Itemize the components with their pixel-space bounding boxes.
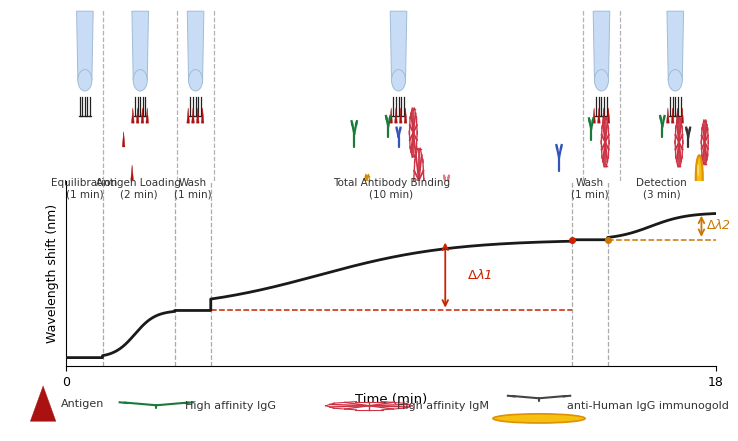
Polygon shape (137, 108, 139, 123)
Polygon shape (131, 108, 134, 123)
Polygon shape (187, 108, 190, 123)
Polygon shape (602, 108, 605, 123)
Text: High affinity IgG: High affinity IgG (184, 401, 276, 411)
Polygon shape (142, 184, 145, 199)
Polygon shape (598, 108, 600, 123)
X-axis label: Time (min): Time (min) (355, 393, 427, 406)
Polygon shape (593, 108, 596, 123)
Polygon shape (132, 11, 148, 80)
Polygon shape (390, 108, 393, 123)
Polygon shape (192, 108, 194, 123)
Polygon shape (201, 108, 204, 123)
Polygon shape (666, 108, 669, 123)
Circle shape (697, 164, 699, 176)
Circle shape (367, 201, 368, 208)
Text: Antigen Loading: Antigen Loading (96, 178, 181, 187)
Polygon shape (404, 108, 407, 123)
Polygon shape (30, 386, 56, 421)
Polygon shape (187, 11, 204, 80)
Circle shape (418, 176, 419, 184)
Text: High affinity IgM: High affinity IgM (397, 401, 489, 411)
Text: (3 min): (3 min) (643, 189, 680, 199)
Text: Total Antibody Binding: Total Antibody Binding (333, 178, 449, 187)
Text: Wash: Wash (576, 178, 604, 187)
Polygon shape (77, 11, 93, 80)
Circle shape (413, 130, 414, 135)
Text: Equilibration: Equilibration (52, 178, 117, 187)
Ellipse shape (669, 70, 682, 91)
Text: (10 min): (10 min) (369, 189, 413, 199)
Polygon shape (681, 108, 683, 123)
Ellipse shape (133, 70, 147, 91)
Polygon shape (593, 11, 610, 80)
Text: Detection: Detection (636, 178, 687, 187)
Ellipse shape (594, 70, 608, 91)
Polygon shape (196, 108, 199, 123)
Text: Antigen: Antigen (61, 399, 104, 409)
Circle shape (696, 155, 703, 201)
Polygon shape (123, 132, 125, 147)
Polygon shape (146, 108, 148, 123)
Text: (1 min): (1 min) (66, 189, 103, 199)
Polygon shape (607, 108, 610, 123)
Text: Wash: Wash (179, 178, 207, 187)
Ellipse shape (78, 70, 92, 91)
Circle shape (604, 139, 606, 145)
Text: (1 min): (1 min) (174, 189, 212, 199)
Text: anti-Human IgG immunogold: anti-Human IgG immunogold (568, 401, 729, 411)
Circle shape (493, 414, 585, 423)
Text: $\Delta\lambda$2: $\Delta\lambda$2 (706, 217, 731, 232)
Ellipse shape (189, 70, 202, 91)
Ellipse shape (391, 70, 406, 91)
Circle shape (704, 140, 706, 145)
Text: $\Delta\lambda$1: $\Delta\lambda$1 (467, 268, 492, 282)
Text: (2 min): (2 min) (120, 189, 157, 199)
Polygon shape (395, 108, 397, 123)
Polygon shape (399, 108, 402, 123)
Polygon shape (390, 11, 407, 80)
Polygon shape (672, 108, 674, 123)
Circle shape (678, 139, 680, 145)
Polygon shape (667, 11, 683, 80)
Text: (1 min): (1 min) (570, 189, 608, 199)
Y-axis label: Wavelength shift (nm): Wavelength shift (nm) (46, 204, 60, 343)
Polygon shape (131, 165, 134, 180)
Polygon shape (676, 108, 679, 123)
Polygon shape (141, 108, 144, 123)
